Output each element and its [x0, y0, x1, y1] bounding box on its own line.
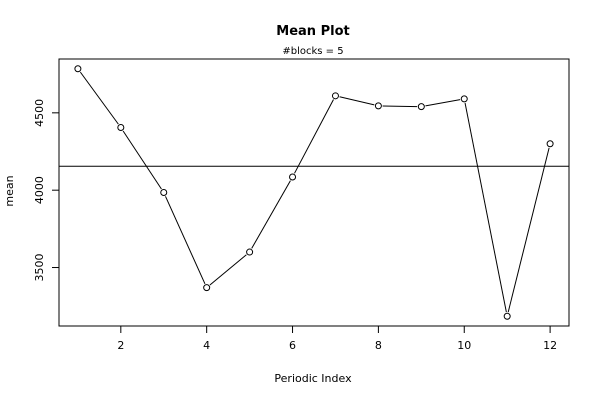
chart-subtitle: #blocks = 5: [282, 46, 343, 57]
series-segment: [251, 180, 291, 249]
x-tick-label: 2: [117, 339, 124, 352]
series-segment: [464, 102, 507, 313]
y-tick-label: 3500: [33, 254, 46, 282]
y-axis-label: mean: [3, 175, 16, 206]
data-point: [331, 92, 339, 100]
series-segment: [382, 105, 418, 108]
x-axis-label: Periodic Index: [274, 372, 352, 385]
y-tick-label: 4000: [33, 176, 46, 204]
x-tick-label: 8: [375, 339, 382, 352]
data-point: [417, 103, 425, 111]
data-point: [117, 124, 125, 132]
series-segment: [122, 130, 162, 190]
series-segment: [425, 99, 461, 107]
x-tick-label: 4: [203, 339, 210, 352]
x-tick-label: 6: [289, 339, 296, 352]
x-tick-label: 10: [457, 339, 471, 352]
data-point: [503, 312, 511, 320]
y-tick-label: 4500: [33, 99, 46, 127]
series-segment: [79, 71, 119, 125]
data-point: [246, 248, 254, 256]
data-point: [289, 173, 297, 181]
series-segment: [294, 99, 334, 174]
data-point: [74, 65, 82, 73]
series-segment: [507, 147, 550, 313]
data-point: [203, 284, 211, 292]
chart-marks: 2 4 6 8 10 12 3500 4000 4500: [33, 65, 569, 352]
series-segment: [209, 254, 247, 286]
plot-frame: [58, 58, 570, 327]
x-tick-label: 12: [543, 339, 557, 352]
data-point: [546, 140, 554, 148]
data-point: [374, 102, 382, 110]
chart-title: Mean Plot: [276, 24, 349, 39]
series-segment: [165, 196, 206, 285]
series-segment: [339, 96, 375, 106]
data-point: [160, 189, 168, 196]
data-point: [460, 95, 468, 103]
